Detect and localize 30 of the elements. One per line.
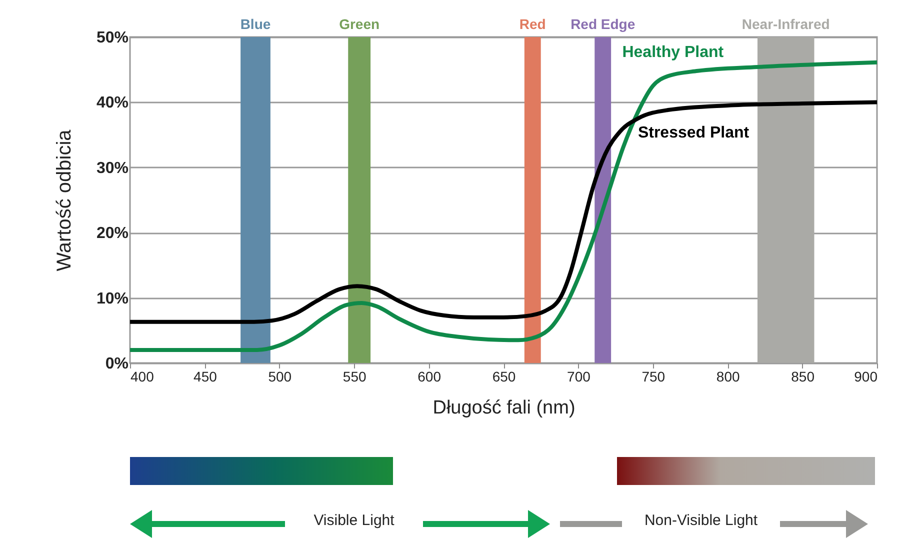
text: Non-Visible Light	[622, 512, 780, 529]
band-label: Red	[519, 16, 546, 32]
y-tick-label: 20%	[96, 225, 128, 242]
y-tick-label: 10%	[96, 290, 128, 308]
line-series	[128, 60, 879, 352]
band-label: Near-Infrared	[742, 16, 830, 32]
x-tick-label: 850	[791, 368, 815, 384]
x-tick-label: 900	[854, 368, 878, 384]
band-label: Red Edge	[570, 16, 636, 32]
y-tick-label: 40%	[96, 94, 128, 112]
y-tick-label: 0%	[105, 356, 128, 372]
x-tick-label: 400	[130, 368, 154, 384]
x-tick-label: 500	[268, 368, 292, 384]
band-label: Blue	[240, 16, 271, 32]
x-axis-title: Długość fali (nm)	[432, 398, 576, 418]
x-tick-label: 650	[492, 368, 516, 384]
x-tick-label: 550	[342, 368, 366, 384]
line-series	[128, 100, 879, 324]
x-tick-label: 750	[642, 368, 666, 384]
text: Visible Light	[285, 512, 423, 529]
y-axis-title: Wartość odbicia	[53, 128, 76, 272]
x-tick-label: 600	[418, 368, 442, 384]
y-tick-label: 30%	[96, 160, 128, 177]
x-tick-label: 450	[194, 368, 218, 384]
x-tick-label: 700	[567, 368, 591, 384]
y-tick-label: 50%	[96, 30, 128, 46]
series-label: Stressed Plant	[638, 124, 750, 142]
series-label: Healthy Plant	[622, 44, 724, 61]
band-label: Green	[339, 16, 380, 32]
x-tick-label: 800	[716, 368, 740, 384]
